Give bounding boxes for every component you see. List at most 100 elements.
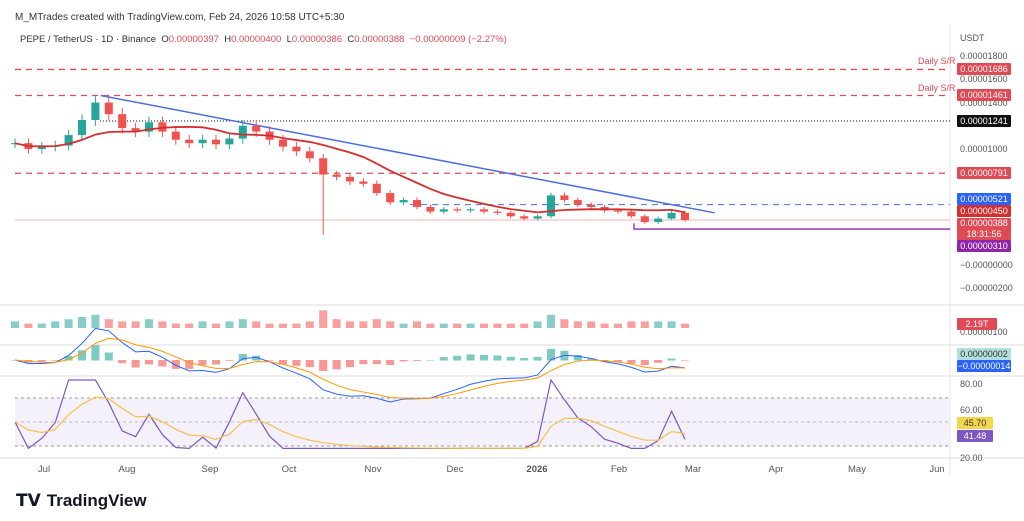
candle bbox=[533, 216, 542, 219]
macd-histogram-bar bbox=[225, 360, 234, 361]
trendline bbox=[100, 94, 715, 214]
x-tick-label: Jun bbox=[929, 464, 945, 475]
volume-bar bbox=[171, 323, 180, 328]
macd-histogram-bar bbox=[238, 354, 247, 361]
o-label: O bbox=[161, 34, 169, 45]
x-tick-label: Aug bbox=[118, 464, 136, 475]
macd-histogram-bar bbox=[372, 360, 381, 365]
candle bbox=[198, 139, 207, 144]
volume-bar bbox=[238, 319, 247, 328]
macd-histogram-bar bbox=[332, 360, 341, 370]
macd-histogram-bar bbox=[144, 360, 154, 365]
x-tick-label: May bbox=[848, 464, 866, 475]
macd-tag: −0.00000014 bbox=[957, 360, 1011, 372]
candle bbox=[466, 209, 475, 211]
ma-price-tag: 0.00000450 bbox=[957, 205, 1011, 217]
x-tick-label: Sep bbox=[201, 464, 219, 475]
macd-histogram-bar bbox=[453, 355, 462, 361]
candle bbox=[560, 195, 569, 201]
candle bbox=[386, 193, 395, 203]
macd-histogram-bar bbox=[359, 360, 368, 365]
macd-histogram-bar bbox=[667, 358, 676, 361]
volume-bar bbox=[560, 319, 569, 328]
volume-bar bbox=[305, 321, 314, 328]
sr-price-tag: 0.00001686 bbox=[957, 63, 1011, 75]
candle bbox=[587, 204, 596, 207]
candle bbox=[345, 176, 355, 182]
macd-histogram-bar bbox=[77, 350, 87, 361]
volume-bar bbox=[493, 323, 502, 328]
volume-bar bbox=[211, 323, 221, 328]
symbol[interactable]: PEPE / TetherUS · 1D · Binance bbox=[20, 34, 157, 45]
candle bbox=[292, 146, 301, 152]
volume-bar bbox=[466, 323, 475, 328]
rsi-tick: 60.00 bbox=[960, 405, 983, 415]
rsi-tick: 20.00 bbox=[960, 453, 983, 463]
ohlc-legend: PEPE / TetherUS · 1D · Binance O0.000003… bbox=[20, 34, 507, 45]
candle bbox=[211, 139, 221, 145]
volume-bar bbox=[412, 321, 422, 328]
level-price-tag: 0.00001241 bbox=[957, 115, 1011, 127]
change-value: −0.00000009 (−2.27%) bbox=[409, 34, 507, 45]
volume-bar bbox=[24, 323, 33, 328]
candle bbox=[278, 139, 288, 147]
candle bbox=[37, 146, 46, 149]
price-tick: 0.00001000 bbox=[960, 144, 1008, 154]
volume-tag: 2.19T bbox=[957, 318, 997, 330]
l-label: L bbox=[286, 34, 292, 45]
credit-text: M_MTrades created with TradingView.com, … bbox=[15, 12, 345, 23]
x-tick-label: Oct bbox=[281, 464, 297, 475]
candle bbox=[238, 125, 247, 139]
candle bbox=[171, 131, 180, 140]
volume-bar bbox=[158, 321, 167, 328]
macd-histogram-bar bbox=[51, 360, 60, 361]
macd-line bbox=[14, 327, 686, 403]
candle bbox=[372, 183, 381, 194]
x-tick-label: Apr bbox=[768, 464, 784, 475]
macd-histogram-bar bbox=[654, 360, 663, 363]
volume-bar bbox=[118, 321, 127, 328]
x-tick-label: 2026 bbox=[526, 464, 548, 475]
volume-bar bbox=[144, 319, 154, 328]
volume-bar bbox=[345, 321, 355, 328]
macd-histogram-bar bbox=[399, 360, 408, 362]
candle bbox=[305, 151, 314, 159]
tradingview-logo[interactable]: 𝗧𝗩 TradingView bbox=[16, 491, 147, 511]
macd-histogram-bar bbox=[479, 354, 489, 361]
candle bbox=[118, 114, 127, 129]
volume-bar bbox=[667, 321, 676, 328]
volume-bar bbox=[64, 319, 73, 328]
low-value: 0.00000386 bbox=[291, 34, 343, 45]
x-tick-label: Feb bbox=[610, 464, 628, 475]
macd-histogram-bar bbox=[546, 349, 556, 361]
candle bbox=[479, 209, 489, 212]
support-price-tag: 0.00000310 bbox=[957, 240, 1011, 252]
volume-bar bbox=[91, 314, 100, 328]
volume-bar bbox=[359, 321, 368, 328]
volume-bar bbox=[520, 323, 529, 328]
macd-histogram-bar bbox=[211, 360, 221, 365]
last-price-tag: 0.00000388 18:31:56 bbox=[957, 218, 1011, 240]
volume-bar bbox=[399, 323, 408, 328]
candle bbox=[546, 195, 556, 217]
volume-bar bbox=[600, 323, 609, 328]
candle bbox=[131, 128, 140, 132]
candle bbox=[185, 139, 194, 144]
volume-bar bbox=[426, 323, 435, 328]
open-value: 0.00000397 bbox=[168, 34, 219, 45]
volume-bar bbox=[319, 310, 328, 328]
volume-bar bbox=[640, 321, 649, 328]
volume-bar bbox=[613, 323, 623, 328]
sr-label: Daily S/R bbox=[918, 56, 956, 66]
volume-bar bbox=[278, 323, 288, 328]
h-label: H bbox=[224, 34, 232, 45]
x-tick-label: Dec bbox=[446, 464, 464, 475]
support-line bbox=[633, 223, 950, 230]
volume-bar bbox=[506, 323, 515, 328]
candle bbox=[252, 125, 261, 132]
blue-level-tag: 0.00000521 bbox=[957, 193, 1011, 205]
candle bbox=[225, 138, 234, 145]
macd-histogram-bar bbox=[252, 355, 261, 361]
